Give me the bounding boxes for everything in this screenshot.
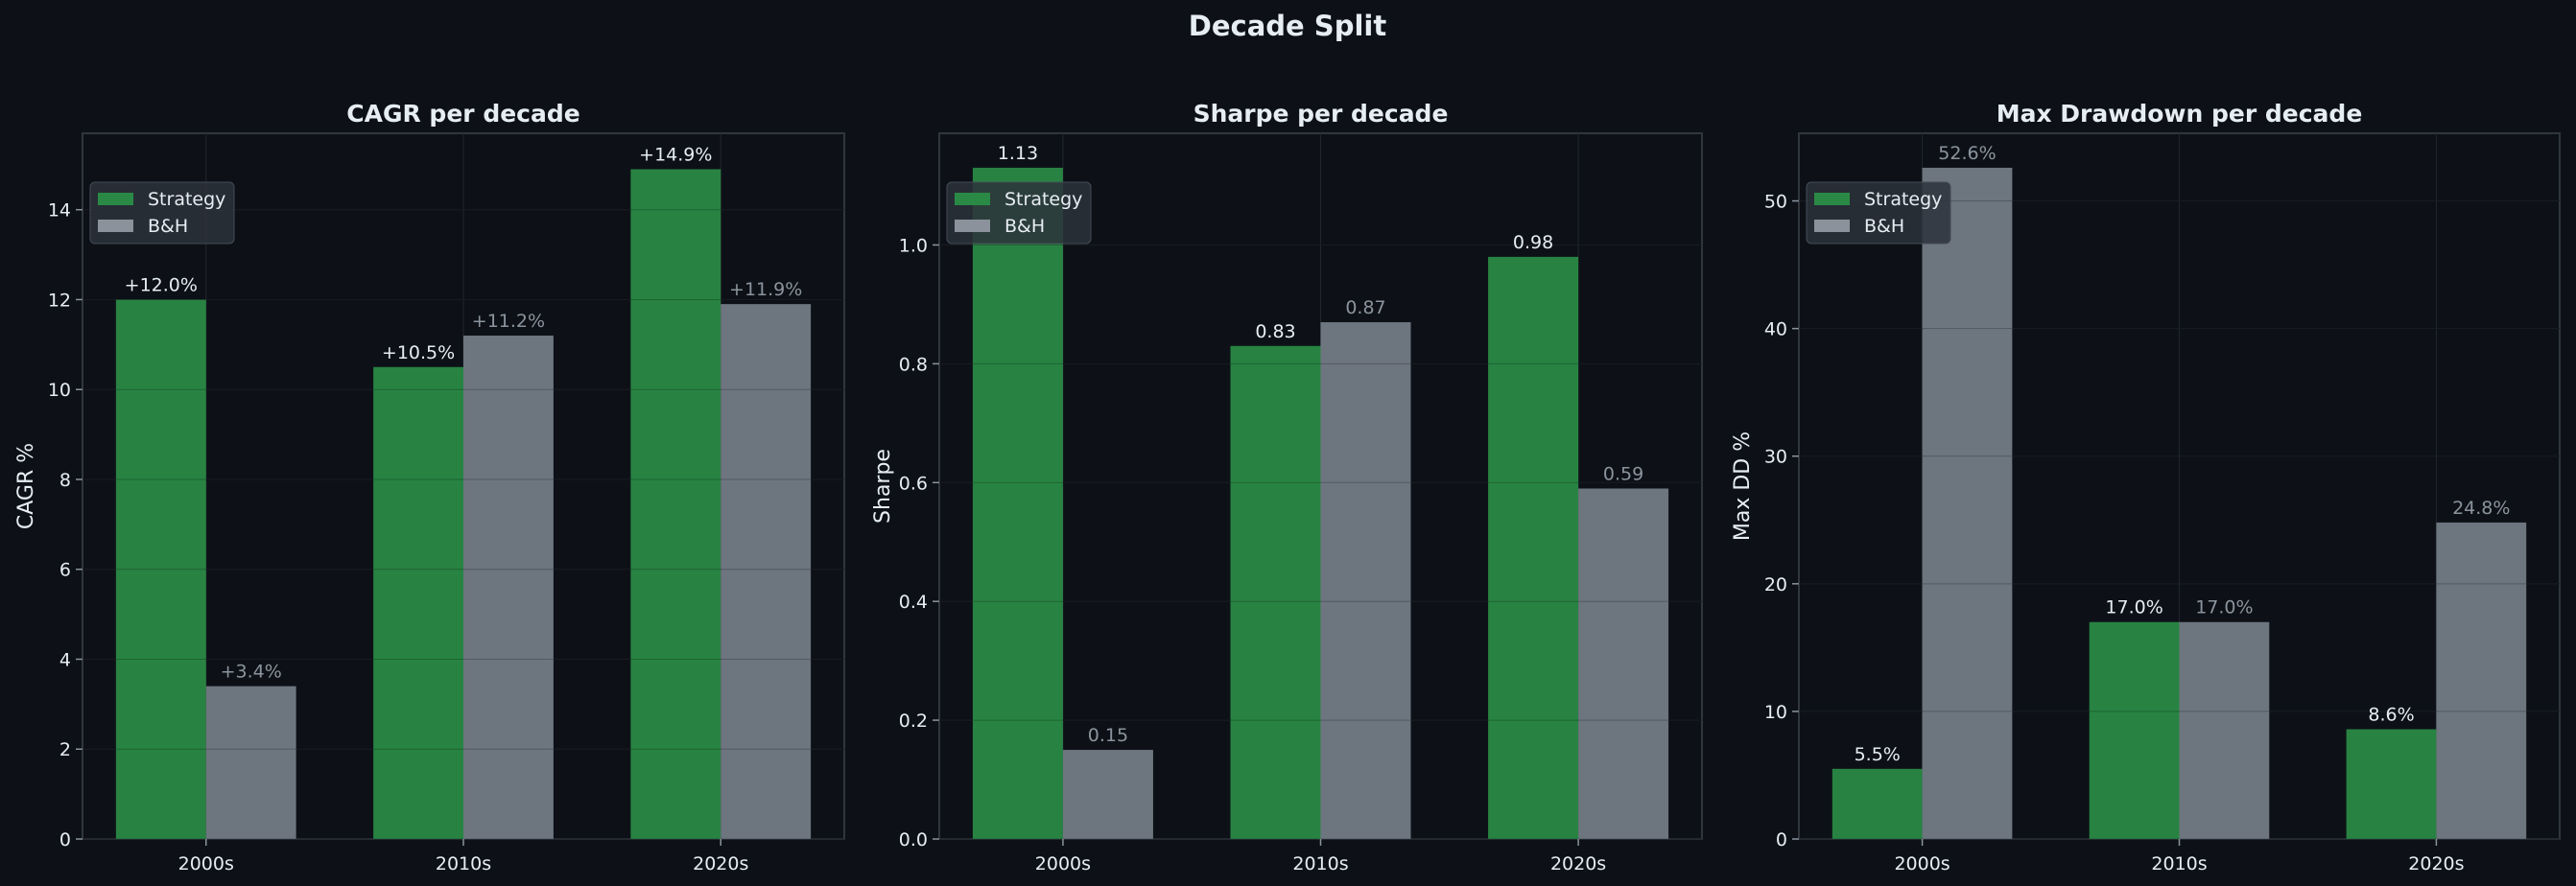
y-tick-label: 12 [48,290,71,311]
bh-value-label: 0.15 [1088,725,1128,746]
legend-swatch-bh [98,220,133,232]
y-tick-label: 0 [1776,829,1787,851]
strategy-value-label: 17.0% [2105,597,2162,618]
strategy-value-label: 0.98 [1513,232,1553,253]
bh-value-label: 0.59 [1603,463,1643,484]
bh-value-label: +11.9% [729,279,802,300]
legend-label: B&H [1864,216,1904,237]
strategy-bar [115,299,206,839]
bh-value-label: 17.0% [2195,597,2253,618]
x-tick-label: 2000s [178,853,234,874]
bh-bar [1578,488,1669,839]
legend-label: Strategy [1004,189,1082,210]
legend-swatch-strategy [98,193,133,205]
x-tick-label: 2020s [1550,853,1606,874]
bh-value-label: +11.2% [472,311,545,332]
legend-label: Strategy [148,189,225,210]
legend: Strategy B&H [89,181,235,245]
y-tick-label: 50 [1764,192,1787,213]
y-tick-label: 0.4 [899,592,928,613]
strategy-bar [2346,729,2437,839]
y-tick-label: 6 [59,560,71,581]
y-tick-label: 40 [1764,319,1787,340]
legend: Strategy B&H [1806,181,1951,245]
panel-3: 0 10 20 30 40 50 Strategy B&H 5.5% 17.0% 8.6% 52.6%… [1731,100,2561,874]
legend-label: Strategy [1864,189,1942,210]
x-tick-label: 2010s [436,853,491,874]
panel-title: Max Drawdown per decade [1997,100,2363,128]
strategy-value-label: 1.13 [998,143,1038,164]
y-tick-label: 0.8 [899,354,928,375]
y-tick-label: 2 [59,739,71,760]
strategy-value-label: +14.9% [639,145,712,166]
strategy-value-label: 0.83 [1255,321,1295,342]
y-tick-label: 0.2 [899,711,928,732]
panel-1: 0 2 4 6 8 10 12 14 Strategy B&H +12.0% +10.5% +14.9%… [14,100,845,874]
legend-swatch-bh [955,220,990,232]
strategy-bar [1832,768,1923,839]
y-tick-label: 0 [59,829,71,851]
bh-value-label: 52.6% [1938,143,1996,164]
bh-value-label: 0.87 [1345,297,1385,318]
strategy-value-label: 5.5% [1855,744,1901,765]
y-axis-label: Max DD % [1731,431,1755,541]
bh-bar [721,304,812,839]
panels: 0 2 4 6 8 10 12 14 Strategy B&H +12.0% +10.5% +14.9%… [14,100,2561,874]
bh-bar [1062,750,1153,839]
bh-bar [1320,322,1411,839]
y-axis-label: Sharpe [871,449,895,524]
legend-swatch-bh [1814,220,1850,232]
strategy-bar [2089,621,2180,839]
legend-swatch-strategy [955,193,990,205]
bh-bar [463,335,554,839]
strategy-bar [373,366,463,839]
panel-title: Sharpe per decade [1193,100,1449,128]
legend-label: B&H [148,216,188,237]
x-tick-label: 2020s [693,853,748,874]
bh-bar [2179,621,2270,839]
strategy-value-label: 8.6% [2368,705,2414,726]
y-tick-label: 14 [48,200,71,222]
panel-title: CAGR per decade [346,100,579,128]
strategy-value-label: +12.0% [125,274,198,295]
bh-value-label: +3.4% [221,662,282,683]
strategy-value-label: +10.5% [382,342,455,363]
strategy-bar [1488,256,1579,839]
y-tick-label: 20 [1764,574,1787,595]
y-tick-label: 1.0 [899,235,928,256]
y-tick-label: 30 [1764,447,1787,468]
strategy-bar [1230,345,1321,839]
figure-title: Decade Split [1189,10,1387,42]
x-tick-label: 2000s [1035,853,1091,874]
legend: Strategy B&H [946,181,1092,245]
x-tick-label: 2010s [1292,853,1348,874]
y-tick-label: 4 [59,649,71,670]
x-tick-label: 2020s [2408,853,2464,874]
bh-bar [1922,167,2013,839]
panel-2: 0.0 0.2 0.4 0.6 0.8 1.0 Strategy B&H 1.13 0.83 0.9… [871,100,1703,874]
legend-label: B&H [1004,216,1045,237]
x-tick-label: 2000s [1894,853,1950,874]
y-axis-label: CAGR % [14,443,38,529]
legend-swatch-strategy [1814,193,1850,205]
y-tick-label: 10 [48,380,71,401]
strategy-bar [972,167,1063,839]
y-tick-label: 10 [1764,702,1787,723]
y-tick-label: 8 [59,470,71,491]
bh-bar [2436,522,2527,839]
y-tick-label: 0.0 [899,829,928,851]
bh-bar [205,686,296,839]
y-tick-label: 0.6 [899,473,928,494]
bh-value-label: 24.8% [2452,498,2510,519]
strategy-bar [630,169,721,840]
x-tick-label: 2010s [2151,853,2207,874]
